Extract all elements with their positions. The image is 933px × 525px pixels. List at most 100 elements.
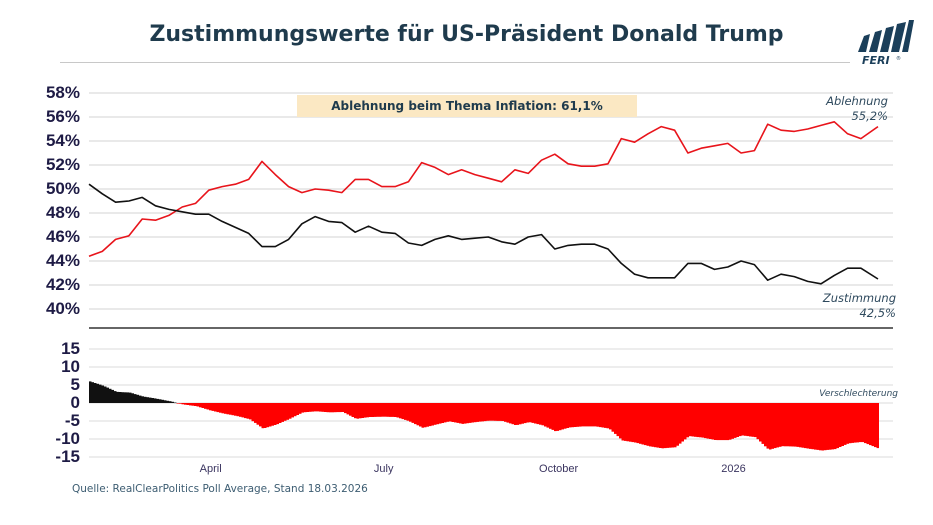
net-bar — [376, 403, 379, 417]
net-bar — [219, 403, 222, 413]
y-tick-label: 15 — [61, 339, 80, 358]
net-bar — [134, 394, 137, 403]
net-bar — [101, 385, 104, 403]
net-bar — [366, 403, 369, 418]
net-bar — [441, 403, 444, 423]
net-bar — [516, 403, 519, 425]
net-bar — [626, 403, 629, 442]
net-bar — [809, 403, 812, 449]
net-bar — [751, 403, 754, 437]
net-bar — [339, 403, 342, 413]
net-bar — [204, 403, 207, 409]
net-bar — [374, 403, 377, 417]
net-bar — [96, 383, 99, 403]
net-bar — [341, 403, 344, 412]
net-bar — [679, 403, 682, 444]
x-tick-label: October — [539, 463, 579, 475]
net-bar — [614, 403, 617, 434]
net-bar — [371, 403, 374, 417]
net-bar — [544, 403, 547, 427]
net-bar — [296, 403, 299, 415]
net-bar — [199, 403, 202, 408]
net-bar — [656, 403, 659, 448]
net-bar — [136, 394, 139, 403]
net-bar — [354, 403, 357, 419]
net-bar — [156, 398, 159, 403]
net-bar — [816, 403, 819, 450]
net-bar — [224, 403, 227, 414]
net-bar — [161, 399, 164, 403]
net-bar — [379, 403, 382, 417]
net-bar — [394, 403, 397, 417]
net-bar — [111, 389, 114, 403]
net-bar — [664, 403, 667, 449]
net-bar — [494, 403, 497, 421]
net-bar — [306, 403, 309, 412]
net-bar — [756, 403, 759, 440]
net-bar — [836, 403, 839, 449]
net-bar — [616, 403, 619, 437]
net-bar — [736, 403, 739, 437]
net-bar — [714, 403, 717, 440]
net-bar — [721, 403, 724, 441]
net-bar — [776, 403, 779, 448]
net-bar — [244, 403, 247, 419]
net-bar — [856, 403, 859, 443]
net-bar — [569, 403, 572, 428]
net-bar — [241, 403, 244, 418]
net-bar — [814, 403, 817, 450]
net-bar — [684, 403, 687, 440]
net-bar — [426, 403, 429, 427]
net-bar — [179, 403, 182, 404]
net-bar — [264, 403, 267, 428]
net-bar — [646, 403, 649, 446]
net-bar — [791, 403, 794, 447]
net-bar — [174, 402, 177, 404]
net-bar — [739, 403, 742, 437]
y-tick-label: 52% — [45, 155, 80, 174]
net-bar — [434, 403, 437, 425]
net-bar — [221, 403, 224, 414]
net-bar — [644, 403, 647, 446]
inflation-annotation: Ablehnung beim Thema Inflation: 61,1% — [297, 95, 637, 117]
net-bar — [534, 403, 537, 424]
net-bar — [846, 403, 849, 444]
net-bar — [406, 403, 409, 421]
net-bar — [704, 403, 707, 439]
net-bar — [554, 403, 557, 432]
net-bar — [574, 403, 577, 427]
net-bar — [154, 398, 157, 403]
net-bar — [414, 403, 417, 425]
net-bar — [521, 403, 524, 424]
svg-text:FERI: FERI — [862, 54, 890, 66]
y-tick-label: -15 — [55, 447, 80, 466]
net-bar — [294, 403, 297, 417]
net-bar — [869, 403, 872, 446]
net-bar — [599, 403, 602, 428]
net-bar — [831, 403, 834, 450]
net-bar — [231, 403, 234, 416]
net-bar — [561, 403, 564, 430]
net-bar — [829, 403, 832, 450]
y-tick-label: 40% — [45, 299, 80, 318]
net-bar — [444, 403, 447, 423]
net-bar — [391, 403, 394, 417]
net-bar — [699, 403, 702, 438]
net-bar — [454, 403, 457, 423]
net-bar — [676, 403, 679, 446]
net-bar — [529, 403, 532, 423]
y-tick-label: 50% — [45, 179, 80, 198]
net-bar — [251, 403, 254, 422]
net-bar — [661, 403, 664, 449]
net-bar — [591, 403, 594, 427]
net-bar — [419, 403, 422, 427]
net-bar — [536, 403, 539, 425]
net-bar — [131, 393, 134, 403]
net-bar — [314, 403, 317, 412]
net-bar — [456, 403, 459, 423]
net-bar — [404, 403, 407, 420]
net-bar — [514, 403, 517, 425]
net-bar — [181, 403, 184, 405]
net-bar — [586, 403, 589, 427]
net-bar — [546, 403, 549, 428]
